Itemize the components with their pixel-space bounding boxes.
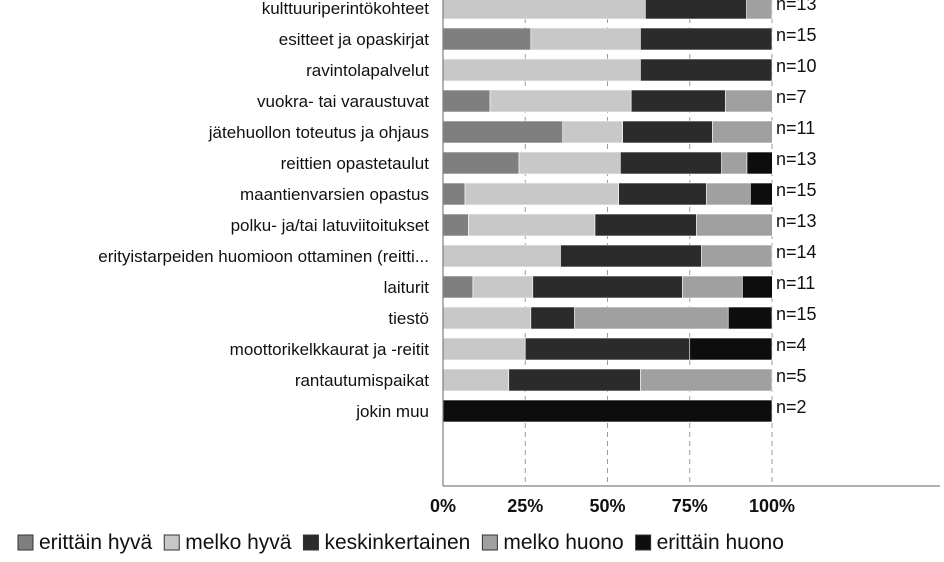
n-label: n=4 bbox=[776, 335, 807, 355]
bar-segment bbox=[696, 213, 773, 237]
legend-swatch bbox=[635, 534, 652, 551]
bar-segment bbox=[442, 182, 466, 206]
x-tick-label: 50% bbox=[589, 496, 625, 516]
bar-segment bbox=[518, 151, 621, 175]
category-label: reittien opastetaulut bbox=[281, 154, 430, 173]
category-label: jokin muu bbox=[355, 402, 429, 421]
bar-segment bbox=[749, 182, 773, 206]
bar-segment bbox=[442, 58, 641, 82]
bar-segment bbox=[524, 337, 691, 361]
bar-segment bbox=[442, 89, 491, 113]
bar-segment bbox=[622, 120, 713, 144]
x-tick-label: 75% bbox=[672, 496, 708, 516]
legend-label: melko hyvä bbox=[185, 531, 292, 554]
bar-segment bbox=[442, 368, 510, 392]
bar-segment bbox=[508, 368, 641, 392]
bar-segment bbox=[618, 182, 707, 206]
bar-segment bbox=[746, 0, 773, 20]
legend-label: melko huono bbox=[503, 531, 623, 554]
n-label: n=5 bbox=[776, 366, 807, 386]
bar-segment bbox=[464, 182, 619, 206]
category-label: vuokra- tai varaustuvat bbox=[257, 92, 429, 111]
legend-swatch bbox=[302, 534, 319, 551]
legend-label: erittäin hyvä bbox=[39, 531, 153, 554]
x-tick-label: 25% bbox=[507, 496, 543, 516]
n-label: n=14 bbox=[776, 242, 817, 262]
category-label: polku- ja/tai latuviitoitukset bbox=[231, 216, 430, 235]
bar-segment bbox=[574, 306, 729, 330]
bar-segment bbox=[442, 151, 520, 175]
bar-segment bbox=[442, 306, 532, 330]
category-label: erityistarpeiden huomioon ottaminen (rei… bbox=[98, 247, 429, 266]
category-label: kulttuuriperintökohteet bbox=[262, 0, 430, 18]
n-label: n=11 bbox=[776, 118, 815, 138]
bar-segment bbox=[530, 27, 641, 51]
bar-segment bbox=[701, 244, 773, 268]
bar-segment bbox=[689, 337, 773, 361]
bar-segment bbox=[442, 244, 561, 268]
bar-segment bbox=[620, 151, 722, 175]
bar-segment bbox=[724, 89, 773, 113]
category-label: ravintolapalvelut bbox=[306, 61, 429, 80]
bar-segment bbox=[706, 182, 751, 206]
bar-segment bbox=[468, 213, 596, 237]
bar-segment bbox=[594, 213, 697, 237]
bar-segment bbox=[442, 275, 474, 299]
bar-segment bbox=[721, 151, 748, 175]
x-tick-labels: 0% 25% 50% 75% 100% bbox=[430, 496, 795, 516]
x-tick-label: 100% bbox=[749, 496, 795, 516]
bar-segment bbox=[645, 0, 747, 20]
bar-segment bbox=[682, 275, 743, 299]
category-labels: kulttuuriperintökohteet esitteet ja opask… bbox=[98, 0, 429, 421]
legend-label: keskinkertainen bbox=[324, 531, 470, 554]
bar-segment bbox=[442, 337, 526, 361]
legend-swatch bbox=[17, 534, 34, 551]
bar-segment bbox=[442, 27, 532, 51]
bar-segment bbox=[532, 275, 683, 299]
n-labels: n=13 n=15 n=10 n=7 n=11 n=13 n=15 n=13 n=14 n=11 n… bbox=[776, 0, 817, 417]
bar-segment bbox=[712, 120, 773, 144]
n-label: n=11 bbox=[776, 273, 815, 293]
bar-segment bbox=[640, 368, 773, 392]
n-label: n=10 bbox=[776, 56, 817, 76]
n-label: n=13 bbox=[776, 0, 817, 14]
n-label: n=15 bbox=[776, 25, 817, 45]
category-label: jätehuollon toteutus ja ohjaus bbox=[208, 123, 429, 142]
bar-segment bbox=[640, 27, 773, 51]
bar-segment bbox=[442, 399, 773, 423]
bar-segment bbox=[560, 244, 702, 268]
bar-segment bbox=[727, 306, 773, 330]
bar-segment bbox=[630, 89, 726, 113]
x-tick-label: 0% bbox=[430, 496, 456, 516]
n-label: n=13 bbox=[776, 149, 817, 169]
bar-segment bbox=[442, 120, 564, 144]
category-label: esitteet ja opaskirjat bbox=[279, 30, 430, 49]
bar-segment bbox=[472, 275, 534, 299]
n-label: n=15 bbox=[776, 180, 817, 200]
bar-segment bbox=[442, 213, 469, 237]
n-label: n=7 bbox=[776, 87, 807, 107]
legend: erittäin hyvä melko hyvä keskinkertainen me… bbox=[17, 531, 784, 554]
category-label: maantienvarsien opastus bbox=[240, 185, 429, 204]
category-label: rantautumispaikat bbox=[295, 371, 429, 390]
axes bbox=[442, 0, 940, 487]
bar-segment bbox=[640, 58, 773, 82]
bar-segment bbox=[742, 275, 773, 299]
bar-segment bbox=[489, 89, 632, 113]
category-label: moottorikelkkaurat ja -reitit bbox=[230, 340, 430, 359]
category-label: tiestö bbox=[388, 309, 429, 328]
legend-swatch bbox=[481, 534, 498, 551]
n-label: n=13 bbox=[776, 211, 817, 231]
category-label: laiturit bbox=[384, 278, 430, 297]
bar-segment bbox=[530, 306, 575, 330]
bar-segment bbox=[562, 120, 623, 144]
bar-segment bbox=[746, 151, 773, 175]
bar-segment bbox=[442, 0, 646, 20]
n-label: n=15 bbox=[776, 304, 817, 324]
n-label: n=2 bbox=[776, 397, 807, 417]
bars bbox=[442, 0, 773, 423]
legend-swatch bbox=[163, 534, 180, 551]
legend-label: erittäin huono bbox=[657, 531, 784, 554]
